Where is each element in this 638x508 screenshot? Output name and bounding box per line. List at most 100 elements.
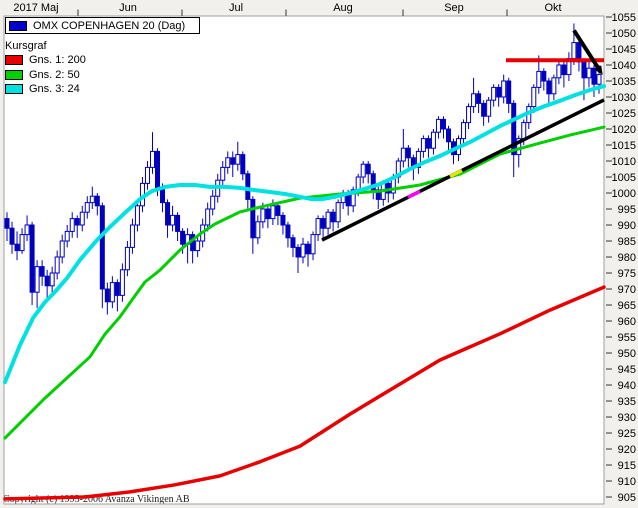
candle-body <box>64 230 70 242</box>
candle <box>430 129 436 155</box>
candle <box>119 263 125 302</box>
candle-body <box>476 93 482 104</box>
candle-body <box>471 93 477 108</box>
candle <box>461 119 467 145</box>
candle <box>24 215 30 241</box>
y-axis-label: 940 <box>618 380 636 392</box>
candle <box>506 77 512 113</box>
candle-body <box>425 138 431 149</box>
candle <box>205 202 211 232</box>
candle-body <box>310 234 316 255</box>
candle-body <box>486 99 492 117</box>
candle-body <box>129 224 135 248</box>
y-axis-label: 930 <box>618 412 636 424</box>
candle-body <box>4 218 10 229</box>
candle <box>310 231 316 261</box>
candle <box>445 125 451 152</box>
candle <box>109 276 115 309</box>
candle <box>405 145 411 168</box>
candle-body <box>149 150 155 168</box>
candle <box>240 151 246 181</box>
candle-body <box>430 131 436 149</box>
candle-body <box>119 269 125 296</box>
candle <box>275 202 281 225</box>
candle-body <box>506 80 512 104</box>
candle-body <box>99 205 105 290</box>
y-axis-label: 1040 <box>612 60 636 72</box>
candle <box>576 39 582 72</box>
candle-body <box>114 282 120 296</box>
candle-body <box>320 218 326 229</box>
candle-body <box>9 227 15 245</box>
ma24-label: Gns. 3: 24 <box>29 83 80 95</box>
candle <box>64 225 70 248</box>
y-axis-label: 1000 <box>612 188 636 200</box>
candle <box>4 212 10 241</box>
candle <box>144 161 150 190</box>
candle <box>420 135 426 158</box>
candle-body <box>405 147 411 159</box>
candle-body <box>49 272 55 287</box>
candle-body <box>496 86 502 98</box>
candle <box>325 209 331 235</box>
candle-body <box>305 243 311 255</box>
candle-body <box>420 138 426 152</box>
candle <box>400 129 406 168</box>
y-axis-label: 970 <box>618 284 636 296</box>
x-axis-label: Jul <box>229 2 243 14</box>
candle <box>496 84 502 107</box>
candle-body <box>365 163 371 175</box>
candle-body <box>155 150 161 191</box>
candle-body <box>79 211 85 226</box>
y-axis-label: 990 <box>618 220 636 232</box>
candle-body <box>315 218 321 236</box>
candle-body <box>240 154 246 175</box>
candle-body <box>461 122 467 140</box>
candle-body <box>230 157 236 165</box>
candle-body <box>109 282 115 303</box>
candle-body <box>556 64 562 79</box>
candle <box>250 196 256 254</box>
trendline-magenta-segment <box>407 189 421 199</box>
y-axis-label: 975 <box>618 268 636 280</box>
candle-body <box>491 86 497 101</box>
y-axis-label: 950 <box>618 348 636 360</box>
candle-body <box>29 224 35 293</box>
candle-body <box>325 211 331 229</box>
candle-body <box>591 67 597 85</box>
x-axis-label: Aug <box>333 2 353 14</box>
candle-body <box>596 74 602 85</box>
candle <box>335 199 341 229</box>
y-axis-label: 1020 <box>612 124 636 136</box>
candle <box>556 61 562 85</box>
y-axis-label: 980 <box>618 252 636 264</box>
candle-body <box>571 42 577 60</box>
y-axis-label: 905 <box>618 492 636 504</box>
candle-body <box>551 77 557 95</box>
candle <box>561 61 567 88</box>
candle <box>170 205 176 232</box>
candle <box>315 215 321 241</box>
candle <box>34 260 40 309</box>
candle-body <box>250 198 256 239</box>
candle-body <box>355 176 361 191</box>
candle <box>59 234 65 264</box>
y-axis-label: 910 <box>618 476 636 488</box>
candle <box>476 90 482 113</box>
candle-body <box>134 205 140 226</box>
x-axis-label: Okt <box>544 2 561 14</box>
candle <box>54 250 60 280</box>
x-axis-label: 2017 Maj <box>13 2 58 14</box>
legend-subtitle: Kursgraf <box>5 40 47 52</box>
candle <box>501 74 507 104</box>
candle-body <box>546 80 552 95</box>
candle <box>230 151 236 177</box>
candle-body <box>160 189 166 204</box>
candle <box>99 202 105 309</box>
candle-body <box>24 224 30 236</box>
x-axis-label: Sep <box>444 2 464 14</box>
candle <box>165 199 171 238</box>
support-trendline <box>321 98 605 242</box>
candle-body <box>435 118 441 133</box>
